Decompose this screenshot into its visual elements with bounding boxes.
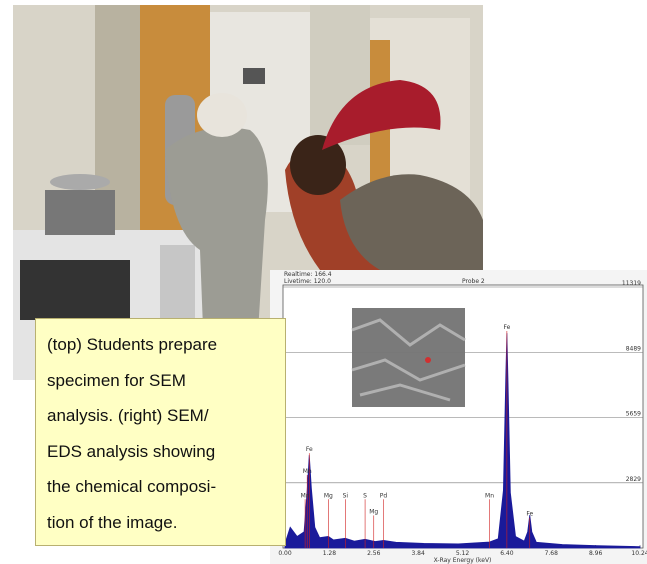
x-tick-label: 10.24 (631, 550, 647, 557)
peak-label: Fe (503, 324, 510, 331)
y-tick-label: 8489 (626, 345, 641, 352)
x-tick-label: 5.12 (456, 550, 470, 557)
photo-cap-3 (322, 80, 441, 150)
x-tick-label: 8.96 (589, 550, 603, 557)
peak-label: Fe (306, 446, 313, 453)
y-tick-label: 5659 (626, 411, 641, 418)
peak-label: Mg (369, 508, 378, 515)
photo-sign (243, 68, 265, 84)
x-tick-label: 1.28 (323, 550, 337, 557)
sem-probe (425, 357, 431, 363)
photo-hair-2 (290, 135, 346, 195)
x-axis-label: X-Ray Energy (keV) (434, 557, 492, 564)
caption-line: (top) Students prepare (47, 335, 218, 354)
peak-label: Si (343, 492, 349, 499)
probe: Probe 2 (462, 278, 485, 285)
peak-label: Mn (303, 468, 312, 475)
photo-panel (20, 260, 130, 320)
caption-line: the chemical composi- (47, 477, 217, 496)
peak-label: Mn (301, 492, 310, 499)
x-tick-label: 6.40 (500, 550, 514, 557)
photo-person-1 (165, 127, 268, 380)
x-tick-label: 7.68 (545, 550, 559, 557)
caption-line: tion of the image. (47, 512, 178, 532)
caption-line: EDS analysis showing (47, 441, 216, 461)
peak-label: Pd (380, 492, 388, 499)
livetime: Livetime: 120.0 (284, 278, 331, 285)
caption-line: specimen for SEM (47, 370, 186, 390)
x-tick-label: 3.84 (411, 550, 425, 557)
sem-texture (351, 318, 466, 402)
realtime: Realtime: 166.4 (284, 271, 332, 278)
photo-chamber (45, 190, 115, 235)
y-tick-label: 2829 (626, 476, 641, 483)
photo-person-3 (340, 174, 483, 270)
peak-label: S (363, 492, 367, 499)
peak-label: Mn (485, 492, 494, 499)
photo-chamber-top (50, 174, 110, 190)
x-tick-label: 2.56 (367, 550, 381, 557)
peak-label: Mg (324, 492, 333, 499)
caption-line: analysis. (right) SEM/ (47, 406, 209, 425)
peak-label: Fe (526, 511, 533, 518)
y-tick-label: 11319 (622, 280, 641, 287)
spectrum (284, 333, 641, 549)
x-tick-label: 0.00 (278, 550, 292, 557)
photo-cap-1 (197, 93, 247, 137)
caption-box: (top) Students prepare specimen for SEM an… (35, 318, 286, 546)
